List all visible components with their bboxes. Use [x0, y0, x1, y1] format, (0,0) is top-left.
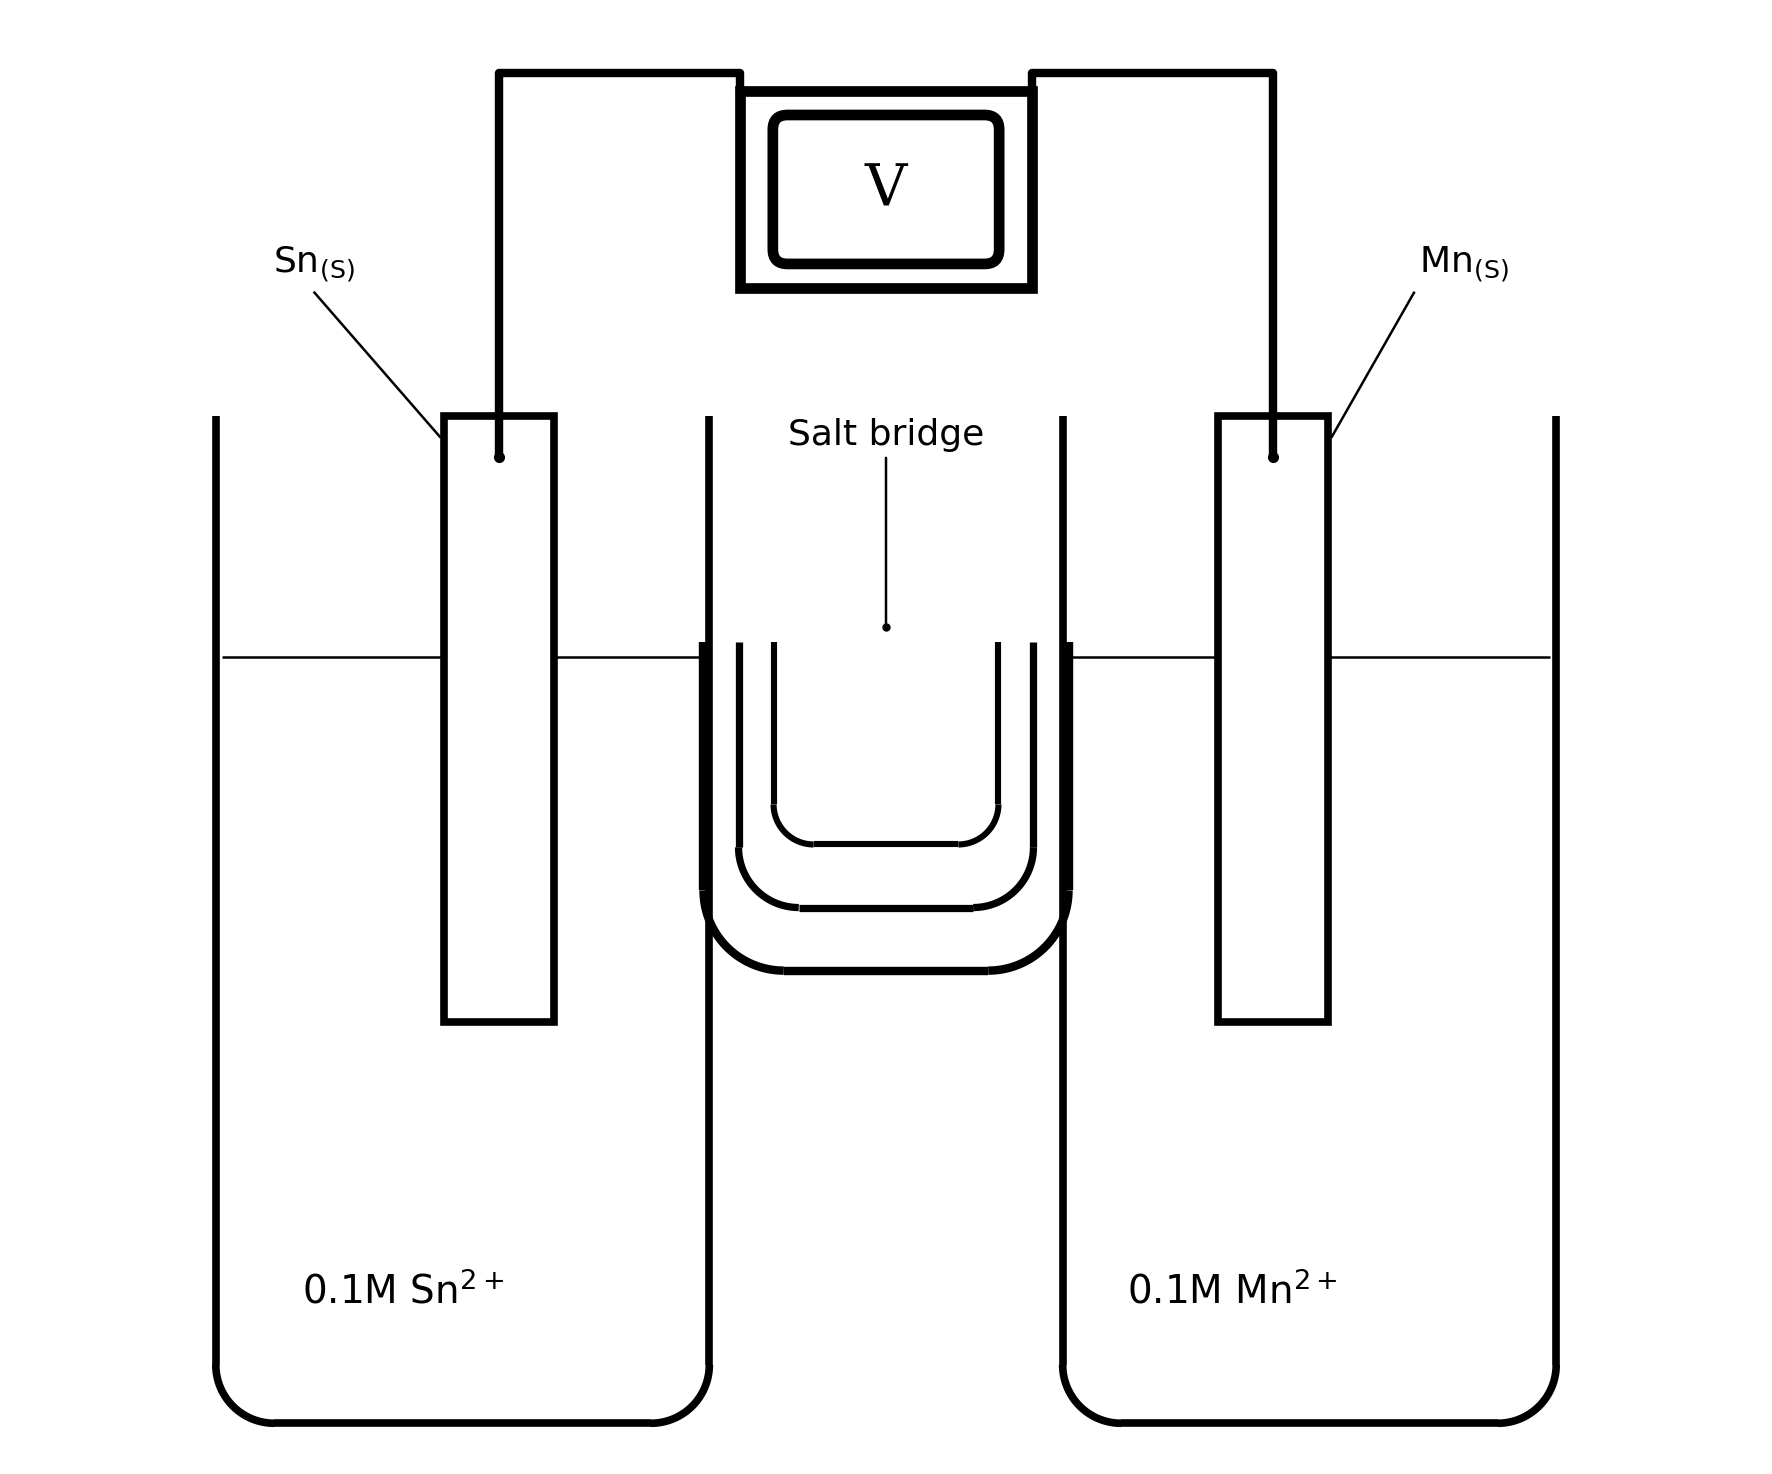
Text: Mn$_{\mathregular{(S)}}$: Mn$_{\mathregular{(S)}}$ — [1419, 245, 1510, 284]
Bar — [741, 91, 1031, 287]
Bar — [445, 416, 555, 1021]
Text: Sn$_{\mathregular{(S)}}$: Sn$_{\mathregular{(S)}}$ — [273, 245, 354, 284]
Text: 0.1M Mn$^{2+}$: 0.1M Mn$^{2+}$ — [1127, 1272, 1338, 1312]
Text: V: V — [865, 162, 907, 218]
FancyBboxPatch shape — [773, 115, 999, 264]
Bar — [1217, 416, 1327, 1021]
Text: Salt bridge: Salt bridge — [789, 419, 983, 625]
Text: 0.1M Sn$^{2+}$: 0.1M Sn$^{2+}$ — [301, 1272, 503, 1312]
